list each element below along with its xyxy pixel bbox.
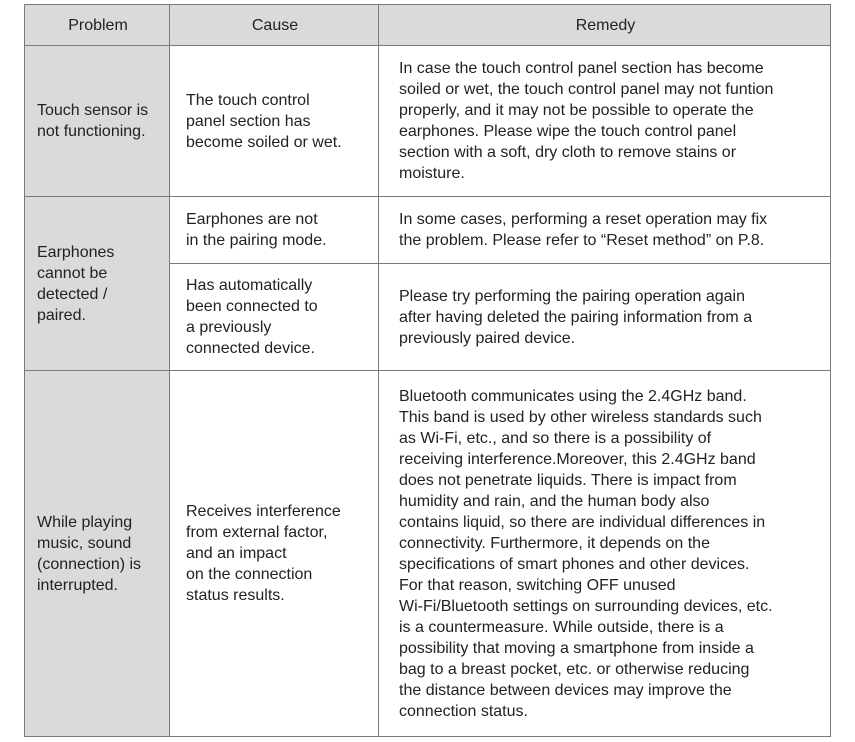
text-line: Wi-Fi/Bluetooth settings on surrounding …: [399, 597, 773, 615]
text-line: status results.: [186, 587, 285, 604]
text-line: connectivity. Furthermore, it depends on…: [399, 534, 710, 552]
text-line: not functioning.: [37, 123, 146, 140]
text-line: on the connection: [186, 566, 313, 583]
text-line: in the pairing mode.: [186, 232, 327, 249]
text-line: been connected to: [186, 298, 318, 315]
text-line: panel section has: [186, 112, 311, 130]
text-line: The touch control: [186, 91, 310, 109]
text-line: Bluetooth communicates using the 2.4GHz …: [399, 387, 747, 405]
remedy-cell: Please try performing the pairing operat…: [378, 263, 831, 371]
text-line: detected /: [37, 285, 108, 303]
text-line: This band is used by other wireless stan…: [399, 408, 762, 426]
text-line: Earphones are not: [186, 211, 318, 228]
text-line: connected device.: [186, 340, 315, 357]
text-line: soiled or wet, the touch control panel m…: [399, 81, 774, 98]
text-line: become soiled or wet.: [186, 133, 342, 151]
cause-cell: Has automatically been connected to a pr…: [169, 263, 379, 371]
text-line: music, sound: [37, 534, 132, 552]
problem-cell: While playing music, sound (connection) is…: [24, 370, 170, 737]
text-line: connection status.: [399, 702, 528, 720]
text-line: properly, and it may not be possible to …: [399, 102, 754, 119]
text-line: Has automatically: [186, 277, 313, 294]
text-line: Receives interference: [186, 503, 341, 520]
text-line: the problem. Please refer to “Reset meth…: [399, 232, 765, 249]
problem-cell: Touch sensor is not functioning.: [24, 45, 170, 197]
text-line: earphones. Please wipe the touch control…: [399, 123, 737, 140]
cause-cell: The touch control panel section has become…: [169, 45, 379, 197]
text-line: cannot be: [37, 264, 108, 282]
text-line: the distance between devices may improve…: [399, 681, 732, 699]
text-line: bag to a breast pocket, etc. or otherwis…: [399, 660, 750, 678]
remedy-cell: In case the touch control panel section …: [378, 45, 831, 197]
cause-cell: Receives interference from external facto…: [169, 370, 379, 737]
text-line: does not penetrate liquids. There is imp…: [399, 471, 737, 489]
remedy-cell: Bluetooth communicates using the 2.4GHz …: [378, 370, 831, 737]
text-line: humidity and rain, and the human body al…: [399, 492, 710, 510]
table-row: Touch sensor is not functioning. The touc…: [24, 45, 831, 197]
text-line: previously paired device.: [399, 329, 576, 347]
troubleshooting-table: Problem Cause Remedy Touch sensor is not …: [24, 4, 831, 737]
text-line: from external factor,: [186, 524, 328, 541]
text-line: possibility that moving a smartphone fro…: [399, 639, 754, 657]
text-line: interrupted.: [37, 576, 118, 594]
header-remedy: Remedy: [378, 4, 831, 46]
text-line: Touch sensor is: [37, 102, 149, 119]
text-line: contains liquid, so there are individual…: [399, 513, 766, 531]
cause-cell: Earphones are not in the pairing mode.: [169, 196, 379, 264]
problem-cell: Earphones cannot be detected / paired.: [24, 196, 170, 371]
text-line: For that reason, switching OFF unused: [399, 576, 676, 594]
text-line: (connection) is: [37, 555, 142, 573]
table-row: Earphones cannot be detected / paired. Earp…: [24, 196, 831, 371]
text-line: While playing: [37, 513, 133, 531]
header-cause: Cause: [169, 4, 379, 46]
header-row: Problem Cause Remedy: [24, 4, 831, 46]
text-line: paired.: [37, 306, 86, 324]
text-line: a previously: [186, 319, 272, 336]
text-line: moisture.: [399, 165, 465, 182]
header-problem: Problem: [24, 4, 170, 46]
text-line: specifications of smart phones and other…: [399, 555, 750, 573]
text-line: as Wi-Fi, etc., and so there is a possib…: [399, 429, 712, 447]
text-line: In case the touch control panel section …: [399, 60, 764, 77]
table-row: Has automatically been connected to a pr…: [25, 263, 831, 371]
remedy-cell: In some cases, performing a reset operat…: [378, 196, 831, 264]
text-line: In some cases, performing a reset operat…: [399, 211, 768, 228]
text-line: Earphones: [37, 243, 115, 261]
text-line: Please try performing the pairing operat…: [399, 287, 745, 305]
text-line: is a countermeasure. While outside, ther…: [399, 618, 724, 636]
text-line: section with a soft, dry cloth to remove…: [399, 144, 737, 161]
text-line: receiving interference.Moreover, this 2.…: [399, 450, 756, 468]
table-row: While playing music, sound (connection) is…: [24, 370, 831, 737]
text-line: after having deleted the pairing informa…: [399, 308, 753, 326]
text-line: and an impact: [186, 545, 287, 562]
